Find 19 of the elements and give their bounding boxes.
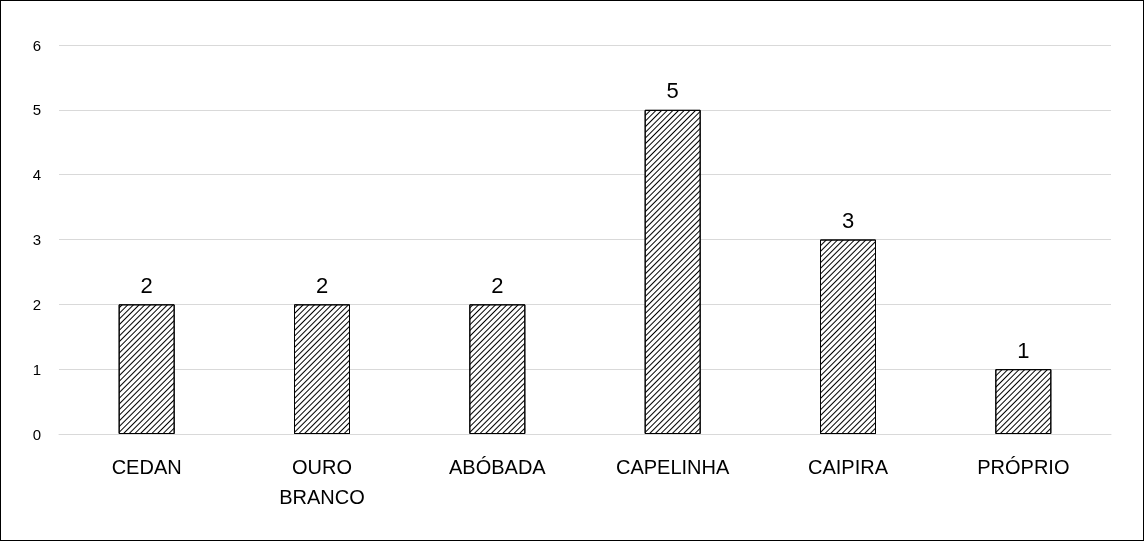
data-label: 5 (666, 78, 679, 104)
data-label: 1 (1017, 337, 1030, 363)
data-label: 2 (315, 272, 329, 298)
y-tick-label: 6 (32, 36, 41, 54)
y-tick-label: 0 (32, 425, 41, 443)
y-tick-label: 5 (32, 101, 41, 119)
y-tick-label: 3 (32, 231, 41, 248)
data-label: 3 (841, 208, 855, 233)
y-tick-label: 1 (32, 360, 41, 378)
data-label: 2 (491, 272, 504, 298)
y-tick-label: 4 (32, 166, 41, 184)
x-tick-label: CEDAN (111, 456, 182, 478)
x-tick-label: PRÓPRIO (977, 456, 1070, 478)
data-label: 2 (140, 272, 153, 298)
x-tick-label: ABÓBADA (448, 456, 547, 478)
x-tick-label: OURO BRANCO (279, 456, 365, 508)
x-tick-label: CAIPIRA (807, 456, 889, 478)
y-tick-label: 2 (32, 295, 41, 313)
x-tick-label: CAPELINHA (615, 456, 731, 478)
